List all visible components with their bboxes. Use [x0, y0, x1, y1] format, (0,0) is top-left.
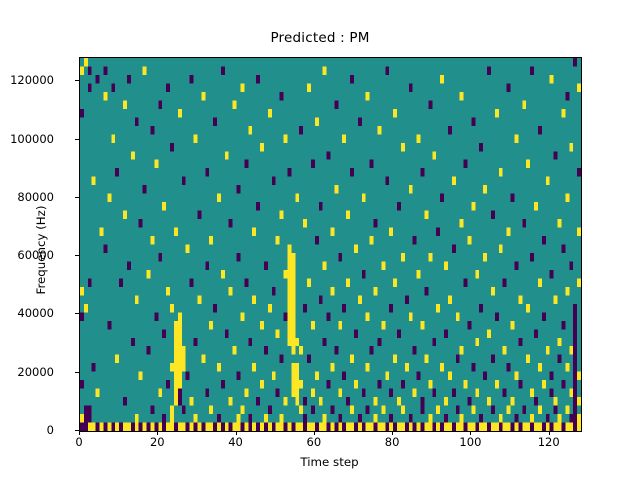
y-tick-mark [75, 80, 79, 82]
y-tick-label: 0 [46, 423, 54, 437]
y-tick-label: 40000 [17, 306, 54, 321]
y-tick-label: 80000 [17, 189, 54, 204]
x-tick-mark [313, 431, 315, 435]
heatmap-canvas [80, 58, 581, 431]
x-tick-label: 60 [306, 435, 322, 449]
x-axis-label: Time step [300, 455, 359, 469]
x-tick-label: 120 [537, 435, 560, 449]
y-tick-mark [75, 313, 79, 315]
y-tick-label: 100000 [10, 131, 54, 146]
heatmap-plot-area [79, 57, 582, 432]
y-tick-mark [75, 371, 79, 373]
x-tick-mark [157, 431, 159, 435]
x-tick-label: 20 [149, 435, 165, 449]
x-tick-mark [470, 431, 472, 435]
x-tick-mark [235, 431, 237, 435]
x-tick-label: 40 [228, 435, 243, 449]
x-tick-label: 0 [75, 435, 83, 449]
chart-title: Predicted : PM [270, 30, 370, 46]
x-tick-mark [548, 431, 550, 435]
y-tick-label: 120000 [10, 73, 54, 88]
y-tick-mark [75, 255, 79, 257]
x-tick-mark [79, 431, 80, 435]
y-axis-label: Frequency (Hz) [34, 205, 48, 295]
y-tick-mark [75, 138, 79, 140]
y-tick-mark [75, 196, 79, 198]
x-tick-label: 100 [459, 435, 482, 449]
y-tick-label: 20000 [17, 364, 54, 379]
y-tick-label: 60000 [17, 248, 54, 263]
y-tick-mark [75, 430, 79, 431]
x-tick-label: 80 [384, 435, 400, 449]
x-tick-mark [392, 431, 394, 435]
